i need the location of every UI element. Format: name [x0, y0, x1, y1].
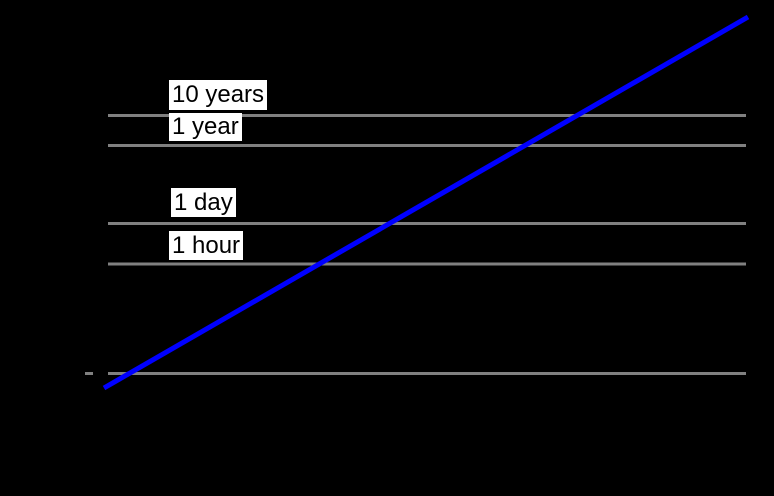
ref-label-10-years: 10 years	[169, 80, 268, 110]
series-growth-line	[102, 14, 750, 391]
ref-label-1-hour: 1 hour	[169, 231, 244, 260]
ref-label-1-day: 1 day	[171, 188, 236, 217]
ref-label-1-year: 1 year	[169, 113, 242, 141]
